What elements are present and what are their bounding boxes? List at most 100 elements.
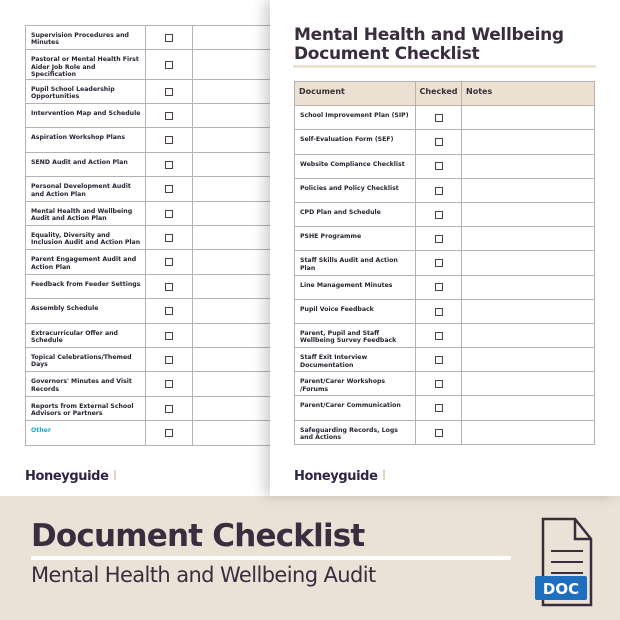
table-row: Supervision Procedures and Minutes: [25, 24, 285, 51]
table-row: Self-Evaluation Form (SEF): [294, 129, 595, 155]
notes-cell[interactable]: [192, 151, 285, 178]
document-name: Pastoral or Mental Health First Aider Jo…: [25, 49, 146, 80]
notes-cell[interactable]: [461, 201, 595, 228]
notes-cell[interactable]: [461, 129, 595, 155]
checkbox[interactable]: [434, 210, 443, 219]
document-name: Parent/Carer Workshops /Forums: [294, 371, 416, 397]
document-name: Parent/Carer Communication: [294, 395, 416, 421]
document-name: Staff Exit Interview Documentation: [294, 347, 416, 373]
checkbox[interactable]: [165, 136, 173, 145]
table-row: Safeguarding Records, Logs and Actions: [294, 419, 595, 445]
checked-cell: [415, 274, 462, 300]
notes-cell[interactable]: [192, 322, 285, 349]
checkbox[interactable]: [165, 258, 173, 267]
checkbox[interactable]: [165, 87, 173, 96]
notes-cell[interactable]: [192, 249, 285, 275]
checkbox[interactable]: [434, 186, 443, 195]
checkbox[interactable]: [165, 160, 173, 169]
table-row: Pupil Voice Feedback: [294, 298, 595, 324]
checkbox[interactable]: [165, 404, 173, 413]
table-row: School Improvement Plan (SIP): [294, 105, 595, 131]
checkbox[interactable]: [434, 235, 443, 243]
checkbox[interactable]: [165, 282, 173, 291]
checkbox[interactable]: [434, 114, 443, 123]
notes-cell[interactable]: [192, 346, 285, 373]
checked-cell: [415, 322, 462, 349]
header-checked: Checked: [415, 80, 462, 107]
checkbox[interactable]: [165, 60, 173, 69]
notes-cell[interactable]: [461, 322, 595, 349]
title-line-2: Document Checklist: [294, 44, 480, 64]
document-name: Intervention Map and Schedule: [25, 103, 146, 129]
notes-cell[interactable]: [461, 371, 595, 397]
left-checklist-table: Supervision Procedures and Minutes Pastor…: [25, 24, 285, 446]
notes-cell[interactable]: [461, 226, 595, 252]
notes-cell[interactable]: [192, 298, 285, 324]
document-name: Website Compliance Checklist: [294, 153, 416, 179]
checkbox[interactable]: [434, 404, 443, 413]
checkbox[interactable]: [165, 33, 173, 42]
checkbox[interactable]: [165, 185, 173, 194]
notes-cell[interactable]: [461, 395, 595, 421]
checked-cell: [415, 347, 462, 373]
checkbox[interactable]: [434, 355, 443, 364]
right-page: Mental Health and Wellbeing Document Che…: [270, 0, 620, 496]
document-name: Topical Celebrations/Themed Days: [25, 346, 146, 373]
notes-cell[interactable]: [461, 419, 595, 445]
document-name: Supervision Procedures and Minutes: [25, 24, 146, 51]
checked-cell: [145, 395, 193, 422]
notes-cell[interactable]: [461, 274, 595, 300]
notes-cell[interactable]: [192, 273, 285, 300]
checked-cell: [145, 200, 193, 227]
document-name: SEND Audit and Action Plan: [25, 151, 146, 178]
notes-cell[interactable]: [192, 225, 285, 251]
checkbox[interactable]: [165, 331, 173, 340]
checked-cell: [415, 201, 462, 228]
notes-cell[interactable]: [192, 420, 285, 446]
checkbox[interactable]: [434, 138, 443, 147]
table-row: Intervention Map and Schedule: [25, 103, 285, 129]
table-row: Topical Celebrations/Themed Days: [25, 346, 285, 373]
notes-cell[interactable]: [461, 298, 595, 324]
document-name: Feedback from Feeder Settings: [25, 273, 146, 300]
checkbox[interactable]: [434, 162, 443, 171]
table-row: Pupil School Leadership Opportunities: [25, 78, 285, 105]
checkbox[interactable]: [165, 355, 173, 364]
checkbox[interactable]: [434, 283, 443, 292]
document-name: Other: [25, 420, 146, 446]
notes-cell[interactable]: [461, 105, 595, 131]
notes-cell[interactable]: [461, 153, 595, 179]
checked-cell: [415, 105, 462, 131]
checkbox[interactable]: [165, 307, 173, 316]
banner-divider: [31, 556, 511, 560]
checked-cell: [145, 420, 193, 446]
checked-cell: [145, 127, 193, 153]
checkbox[interactable]: [434, 331, 443, 340]
checkbox[interactable]: [165, 112, 173, 121]
banner-title: Document Checklist: [31, 518, 365, 554]
checkbox[interactable]: [434, 428, 443, 437]
checkbox[interactable]: [434, 307, 443, 316]
table-row: Staff Exit Interview Documentation: [294, 347, 595, 373]
checked-cell: [145, 298, 193, 324]
checkbox[interactable]: [165, 209, 173, 218]
checkbox[interactable]: [165, 234, 173, 243]
notes-cell[interactable]: [461, 177, 595, 203]
checkbox[interactable]: [434, 259, 443, 268]
notes-cell[interactable]: [461, 347, 595, 373]
document-name: Personal Development Audit and Action Pl…: [25, 176, 146, 202]
checkbox[interactable]: [434, 380, 443, 389]
notes-cell[interactable]: [192, 395, 285, 422]
notes-cell[interactable]: [461, 250, 595, 276]
document-name: Line Management Minutes: [294, 274, 416, 300]
checked-cell: [145, 225, 193, 251]
checkbox[interactable]: [165, 429, 173, 438]
checked-cell: [145, 249, 193, 275]
checked-cell: [415, 298, 462, 324]
document-name: CPD Plan and Schedule: [294, 201, 416, 228]
notes-cell[interactable]: [192, 78, 285, 105]
notes-cell[interactable]: [192, 24, 285, 51]
honeyguide-logo: Honeyguide: [294, 469, 385, 484]
checkbox[interactable]: [165, 380, 173, 389]
table-row: Website Compliance Checklist: [294, 153, 595, 179]
